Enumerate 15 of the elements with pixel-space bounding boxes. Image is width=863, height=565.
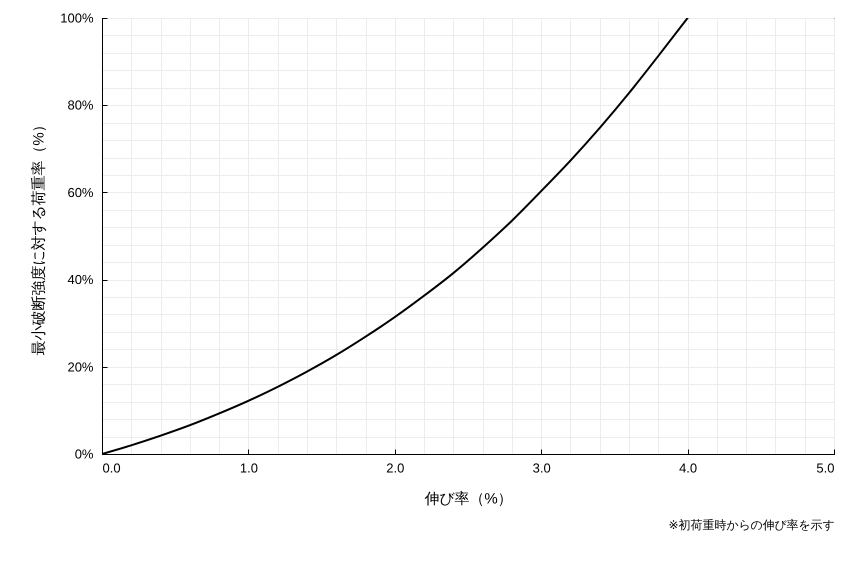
x-tick-label: 4.0 xyxy=(679,460,698,476)
x-tick-label: 5.0 xyxy=(816,460,834,476)
x-axis-title: 伸び率（%） xyxy=(423,490,513,508)
y-tick-label: 100% xyxy=(60,10,94,26)
x-tick-label: 3.0 xyxy=(532,460,551,476)
y-tick-label: 80% xyxy=(67,98,94,113)
x-tick-label: 1.0 xyxy=(240,460,258,476)
text: ※初荷重時からの伸び率を示す xyxy=(668,518,834,532)
y-tick-label: 0% xyxy=(74,446,94,462)
x-tick-label: 2.0 xyxy=(386,460,404,476)
x-tick-label: 0.0 xyxy=(102,460,121,476)
y-tick-label: 20% xyxy=(67,359,94,374)
y-tick-label: 40% xyxy=(67,272,94,288)
y-axis-title: 最小破断強度に対する荷重率（%） xyxy=(30,117,48,356)
y-tick-label: 60% xyxy=(67,184,94,200)
